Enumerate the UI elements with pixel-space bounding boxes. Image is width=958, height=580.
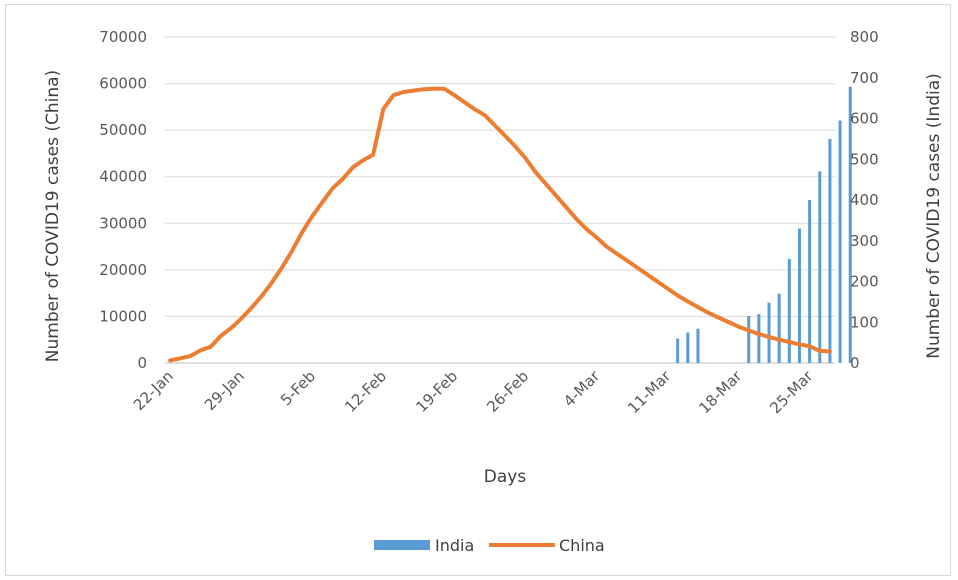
left-y-axis-title: Number of COVID19 cases (China) bbox=[43, 70, 63, 362]
chart-frame bbox=[5, 4, 951, 576]
left-y-tick-label: 0 bbox=[137, 354, 147, 372]
bar-india bbox=[808, 200, 812, 363]
bar-india bbox=[686, 332, 690, 363]
x-tick-label: 12-Feb bbox=[341, 367, 390, 416]
x-ticks: 22-Jan 29-Jan 5-Feb 12-Feb 19-Feb 26-Feb 4-Mar… bbox=[130, 367, 817, 418]
left-y-tick-label: 30000 bbox=[99, 214, 147, 232]
legend-label-india: India bbox=[435, 536, 474, 555]
bar-india bbox=[848, 86, 852, 363]
left-y-tick-label: 50000 bbox=[99, 121, 147, 139]
right-y-ticks: 0 100 200 300 400 500 600 700 800 bbox=[850, 28, 879, 372]
right-y-tick-label: 500 bbox=[850, 150, 879, 168]
gridlines bbox=[165, 36, 835, 364]
right-y-tick-label: 800 bbox=[850, 28, 879, 46]
bar-india bbox=[747, 316, 751, 363]
right-y-tick-label: 300 bbox=[850, 232, 879, 250]
left-y-ticks: 0 10000 20000 30000 40000 50000 60000 70000 bbox=[99, 28, 147, 372]
bar-india bbox=[818, 171, 822, 363]
bar-india bbox=[787, 259, 791, 363]
x-tick-label: 11-Mar bbox=[624, 367, 675, 418]
right-y-tick-label: 100 bbox=[850, 313, 879, 331]
line-china bbox=[168, 86, 832, 363]
left-y-tick-label: 60000 bbox=[99, 75, 147, 93]
left-y-tick-label: 40000 bbox=[99, 168, 147, 186]
x-tick-label: 26-Feb bbox=[483, 367, 532, 416]
bar-india bbox=[676, 338, 680, 363]
bar-india bbox=[828, 138, 832, 363]
x-tick-label: 22-Jan bbox=[130, 367, 177, 414]
legend-label-china: China bbox=[559, 536, 605, 555]
right-y-tick-label: 200 bbox=[850, 273, 879, 291]
right-y-tick-label: 400 bbox=[850, 191, 879, 209]
bar-india bbox=[767, 302, 771, 363]
china-line bbox=[168, 86, 832, 363]
x-tick-label: 4-Mar bbox=[560, 367, 604, 411]
legend: India China bbox=[374, 536, 605, 555]
bar-india bbox=[838, 120, 842, 363]
right-y-axis-title: Number of COVID19 cases (India) bbox=[924, 73, 944, 359]
bar-india bbox=[696, 328, 700, 363]
x-tick-label: 5-Feb bbox=[277, 367, 319, 409]
left-y-tick-label: 10000 bbox=[99, 307, 147, 325]
x-tick-label: 19-Feb bbox=[412, 367, 461, 416]
right-y-tick-label: 700 bbox=[850, 69, 879, 87]
x-tick-label: 29-Jan bbox=[201, 367, 248, 414]
right-y-tick-label: 0 bbox=[850, 354, 860, 372]
bar-india bbox=[757, 314, 761, 363]
right-y-tick-label: 600 bbox=[850, 110, 879, 128]
x-tick-label: 25-Mar bbox=[766, 367, 817, 418]
left-y-tick-label: 70000 bbox=[99, 28, 147, 46]
bar-india bbox=[797, 228, 801, 363]
bar-india bbox=[777, 293, 781, 363]
x-tick-label: 18-Mar bbox=[695, 367, 746, 418]
legend-swatch-india bbox=[374, 540, 430, 550]
x-axis-title: Days bbox=[484, 467, 527, 487]
left-y-tick-label: 20000 bbox=[99, 261, 147, 279]
india-bars bbox=[676, 86, 852, 363]
